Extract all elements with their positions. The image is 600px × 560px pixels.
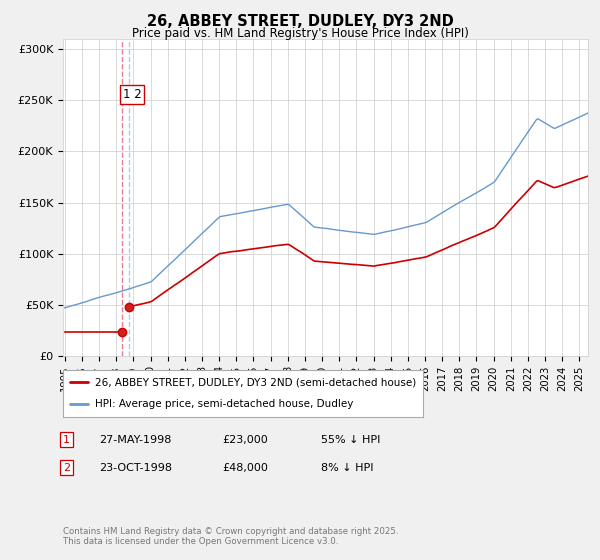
Text: 55% ↓ HPI: 55% ↓ HPI: [321, 435, 380, 445]
Text: £23,000: £23,000: [222, 435, 268, 445]
Text: HPI: Average price, semi-detached house, Dudley: HPI: Average price, semi-detached house,…: [95, 399, 354, 409]
Text: 23-OCT-1998: 23-OCT-1998: [99, 463, 172, 473]
Text: 1: 1: [63, 435, 70, 445]
Text: 26, ABBEY STREET, DUDLEY, DY3 2ND (semi-detached house): 26, ABBEY STREET, DUDLEY, DY3 2ND (semi-…: [95, 377, 416, 388]
Text: 1 2: 1 2: [123, 88, 142, 101]
Text: 27-MAY-1998: 27-MAY-1998: [99, 435, 172, 445]
Text: £48,000: £48,000: [222, 463, 268, 473]
Text: 8% ↓ HPI: 8% ↓ HPI: [321, 463, 373, 473]
Text: Contains HM Land Registry data © Crown copyright and database right 2025.
This d: Contains HM Land Registry data © Crown c…: [63, 526, 398, 546]
Text: 2: 2: [63, 463, 70, 473]
Text: Price paid vs. HM Land Registry's House Price Index (HPI): Price paid vs. HM Land Registry's House …: [131, 27, 469, 40]
Text: 26, ABBEY STREET, DUDLEY, DY3 2ND: 26, ABBEY STREET, DUDLEY, DY3 2ND: [146, 14, 454, 29]
